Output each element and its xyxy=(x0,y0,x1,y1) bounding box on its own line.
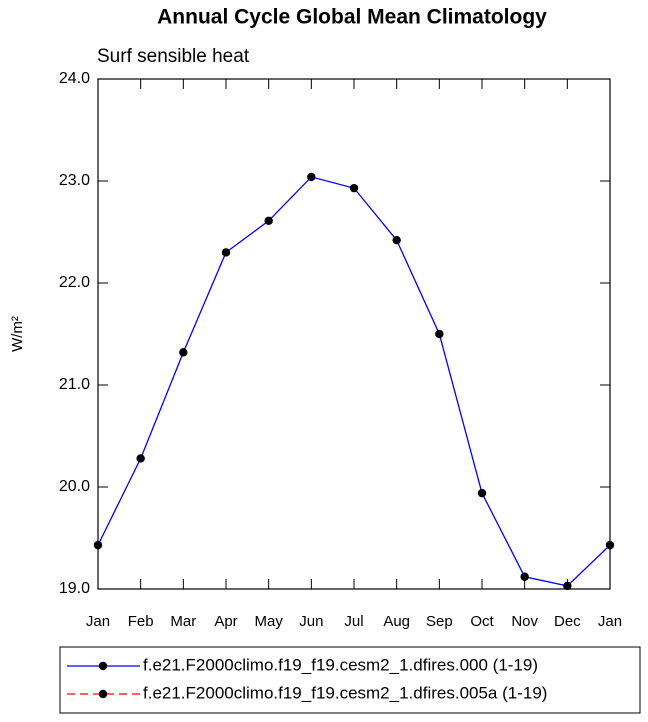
legend-box xyxy=(59,646,641,714)
data-point xyxy=(392,235,401,245)
data-point xyxy=(435,329,444,339)
x-tick-label: Oct xyxy=(470,613,494,630)
legend-marker xyxy=(98,661,108,671)
y-tick-label: 20.0 xyxy=(59,478,90,495)
data-point xyxy=(605,540,615,550)
y-tick-label: 23.0 xyxy=(59,172,90,189)
x-tick-label: Jun xyxy=(299,613,323,630)
chart-subtitle: Surf sensible heat xyxy=(97,46,250,67)
x-tick-label: Aug xyxy=(383,613,410,630)
data-point xyxy=(136,454,145,463)
legend-label: f.e21.F2000climo.f19_f19.cesm2_1.dfires.… xyxy=(143,683,547,702)
chart-title: Annual Cycle Global Mean Climatology xyxy=(157,6,547,29)
x-tick-label: Jan xyxy=(598,613,622,630)
y-axis-label: W/m² xyxy=(9,316,26,352)
y-tick-label: 24.0 xyxy=(59,70,90,87)
y-tick-label: 21.0 xyxy=(59,376,90,393)
y-tick-label: 22.0 xyxy=(59,274,90,291)
y-tick-label: 19.0 xyxy=(59,580,90,597)
series-line xyxy=(97,176,611,587)
x-tick-label: May xyxy=(254,613,283,630)
data-point xyxy=(477,488,487,498)
data-point xyxy=(563,581,572,591)
plot-frame xyxy=(97,78,611,590)
x-tick-label: Jan xyxy=(86,613,110,630)
data-point xyxy=(264,216,273,225)
data-point xyxy=(520,572,529,581)
x-tick-label: Dec xyxy=(554,613,581,630)
x-tick-label: Feb xyxy=(128,613,154,630)
x-tick-label: Mar xyxy=(170,613,196,630)
x-tick-label: Apr xyxy=(214,613,237,630)
legend-label: f.e21.F2000climo.f19_f19.cesm2_1.dfires.… xyxy=(143,655,538,674)
data-point xyxy=(307,172,316,182)
data-point xyxy=(93,540,103,550)
x-tick-label: Nov xyxy=(511,613,538,630)
data-point xyxy=(179,348,188,357)
legend-marker xyxy=(98,689,108,699)
data-point xyxy=(349,183,359,193)
x-tick-label: Jul xyxy=(344,613,363,630)
data-point xyxy=(221,248,231,257)
x-tick-label: Sep xyxy=(426,613,453,630)
